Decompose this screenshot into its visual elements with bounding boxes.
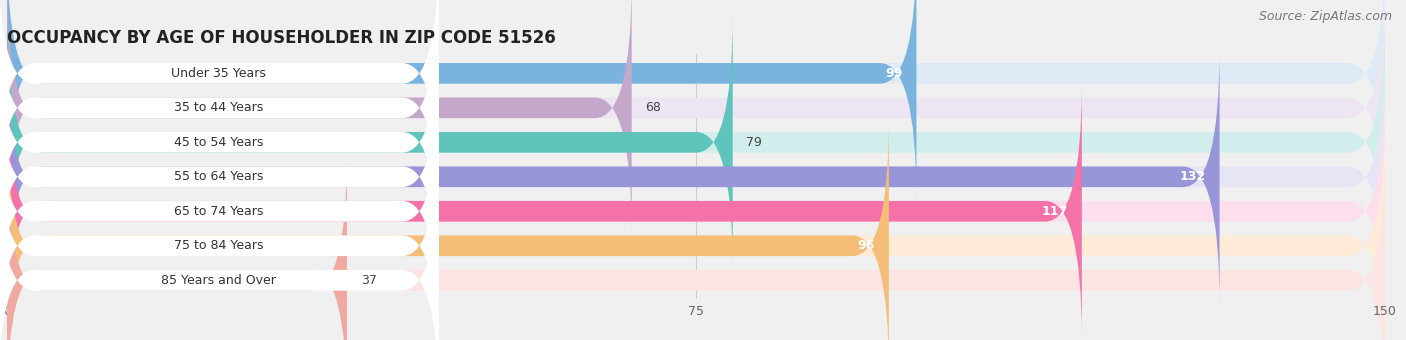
FancyBboxPatch shape xyxy=(7,84,1385,339)
FancyBboxPatch shape xyxy=(7,118,889,340)
FancyBboxPatch shape xyxy=(7,0,631,235)
FancyBboxPatch shape xyxy=(7,0,917,201)
FancyBboxPatch shape xyxy=(0,118,439,340)
Text: 99: 99 xyxy=(886,67,903,80)
FancyBboxPatch shape xyxy=(7,118,1385,340)
Text: Under 35 Years: Under 35 Years xyxy=(172,67,266,80)
FancyBboxPatch shape xyxy=(0,49,439,304)
Text: 79: 79 xyxy=(747,136,762,149)
FancyBboxPatch shape xyxy=(7,153,1385,340)
FancyBboxPatch shape xyxy=(7,0,1385,201)
FancyBboxPatch shape xyxy=(0,84,439,339)
Text: 68: 68 xyxy=(645,101,661,114)
Text: 65 to 74 Years: 65 to 74 Years xyxy=(173,205,263,218)
Text: 35 to 44 Years: 35 to 44 Years xyxy=(174,101,263,114)
FancyBboxPatch shape xyxy=(7,153,347,340)
Text: 117: 117 xyxy=(1042,205,1069,218)
FancyBboxPatch shape xyxy=(7,15,1385,270)
FancyBboxPatch shape xyxy=(0,0,439,201)
Text: 45 to 54 Years: 45 to 54 Years xyxy=(173,136,263,149)
FancyBboxPatch shape xyxy=(0,153,439,340)
Text: 37: 37 xyxy=(361,274,377,287)
FancyBboxPatch shape xyxy=(0,0,439,235)
Text: Source: ZipAtlas.com: Source: ZipAtlas.com xyxy=(1258,10,1392,23)
FancyBboxPatch shape xyxy=(0,15,439,270)
FancyBboxPatch shape xyxy=(7,49,1219,304)
FancyBboxPatch shape xyxy=(7,49,1385,304)
FancyBboxPatch shape xyxy=(7,15,733,270)
Text: 55 to 64 Years: 55 to 64 Years xyxy=(173,170,263,183)
FancyBboxPatch shape xyxy=(7,0,1385,235)
FancyBboxPatch shape xyxy=(7,84,1081,339)
Text: 96: 96 xyxy=(858,239,875,252)
Text: 85 Years and Over: 85 Years and Over xyxy=(160,274,276,287)
Text: OCCUPANCY BY AGE OF HOUSEHOLDER IN ZIP CODE 51526: OCCUPANCY BY AGE OF HOUSEHOLDER IN ZIP C… xyxy=(7,29,555,47)
Text: 132: 132 xyxy=(1180,170,1206,183)
Text: 75 to 84 Years: 75 to 84 Years xyxy=(173,239,263,252)
